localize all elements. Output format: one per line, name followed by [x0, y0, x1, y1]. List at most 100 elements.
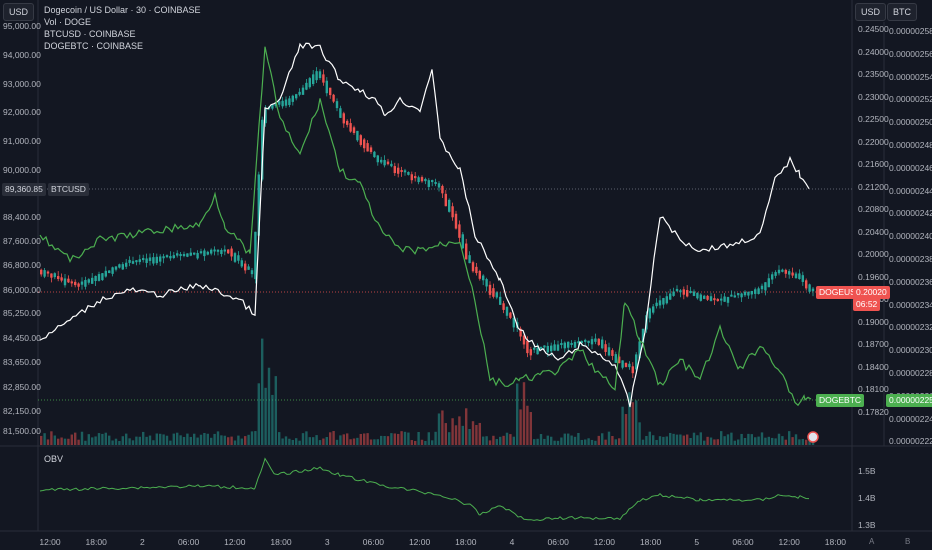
- candle-body: [696, 292, 699, 299]
- legend-btcusd[interactable]: BTCUSD · COINBASE: [44, 29, 136, 39]
- candle-body: [764, 282, 767, 291]
- candle-body: [648, 308, 651, 319]
- dogebtc-series-line: [39, 46, 812, 407]
- volume-bar: [393, 433, 396, 445]
- left-scale-unit-button[interactable]: USD: [3, 3, 35, 21]
- candle-body: [791, 272, 794, 276]
- candle-body: [155, 256, 158, 264]
- volume-bar: [737, 439, 740, 445]
- candle-body: [492, 288, 495, 297]
- volume-bar: [781, 436, 784, 445]
- volume-bar: [519, 409, 522, 445]
- candle-body: [621, 360, 624, 368]
- legend-volume[interactable]: Vol · DOGE: [44, 17, 92, 27]
- volume-bar: [227, 437, 230, 445]
- candle-body: [376, 155, 379, 163]
- volume-bar: [635, 400, 638, 445]
- volume-bar: [777, 433, 781, 445]
- right-scale-usd-button[interactable]: USD: [855, 3, 887, 21]
- volume-bar: [757, 436, 760, 445]
- volume-bar: [121, 436, 124, 445]
- volume-bar: [390, 433, 393, 445]
- candle-body: [743, 291, 747, 296]
- volume-bar: [383, 435, 386, 445]
- candle-body: [771, 274, 774, 280]
- volume-bar: [461, 425, 464, 445]
- candle-body: [811, 288, 815, 292]
- volume-bar: [716, 439, 719, 445]
- candle-body: [607, 347, 611, 356]
- candle-body: [230, 248, 233, 257]
- volume-bar: [692, 432, 696, 445]
- time-axis-label: 12:00: [593, 537, 616, 547]
- candle-body: [699, 294, 702, 301]
- volume-bar: [437, 413, 441, 445]
- candle-body: [94, 275, 97, 282]
- obv-axis-label: 1.3B: [858, 520, 876, 530]
- volume-bar: [148, 435, 152, 445]
- dogebtc-price-tag: 0.00000225: [886, 394, 932, 407]
- volume-bar: [128, 438, 131, 445]
- right-scale-btc-button[interactable]: BTC: [887, 3, 917, 21]
- volume-bar: [720, 431, 723, 445]
- right-axis-usd-label: 0.20800: [858, 204, 889, 214]
- candle-body: [703, 295, 706, 299]
- volume-bar: [543, 438, 546, 445]
- volume-bar: [301, 433, 305, 445]
- candle-body: [148, 257, 152, 261]
- candle-body: [67, 278, 70, 283]
- candle-body: [315, 71, 318, 81]
- volume-bar: [448, 432, 451, 445]
- volume-bar: [291, 439, 294, 445]
- candle-body: [346, 120, 349, 125]
- volume-bar: [332, 431, 335, 445]
- right-axis-btc-label: 0.00000230: [889, 345, 932, 356]
- volume-bar: [611, 435, 614, 445]
- volume-bar: [101, 433, 104, 445]
- candle-body: [162, 256, 165, 259]
- volume-bar: [325, 437, 328, 445]
- candle-body: [53, 273, 56, 278]
- right-axis-btc-label: 0.00000254: [889, 71, 932, 82]
- candle-body: [121, 264, 124, 270]
- log-scale-button[interactable]: B: [905, 537, 911, 546]
- volume-bar: [509, 434, 512, 445]
- volume-bar: [587, 438, 590, 445]
- doge-label-tag: DOGEUSD: [816, 286, 865, 299]
- volume-bar: [665, 436, 668, 445]
- volume-bar: [114, 438, 118, 445]
- candle-body: [512, 317, 515, 328]
- candle-body: [179, 254, 182, 257]
- volume-bar: [87, 434, 90, 445]
- time-axis-label: 12:00: [408, 537, 431, 547]
- candle-body: [386, 161, 390, 165]
- volume-bar: [420, 439, 424, 445]
- legend-main-symbol[interactable]: Dogecoin / US Dollar · 30 · COINBASE: [44, 5, 201, 15]
- volume-bar: [43, 433, 46, 445]
- legend-dogebtc[interactable]: DOGEBTC · COINBASE: [44, 41, 144, 51]
- volume-bar: [308, 437, 311, 445]
- right-axis-usd-label: 0.20400: [858, 226, 889, 237]
- volume-bar: [203, 432, 206, 445]
- left-axis-label: 88,400.00: [3, 212, 41, 222]
- candle-body: [556, 344, 560, 351]
- volume-bar: [369, 439, 373, 445]
- volume-bar: [764, 437, 767, 445]
- auto-scale-button[interactable]: A: [869, 537, 875, 546]
- candle-body: [658, 300, 662, 306]
- obv-legend[interactable]: OBV: [44, 454, 64, 464]
- time-axis-label: 18:00: [270, 537, 292, 547]
- candle-body: [777, 269, 781, 274]
- volume-bar: [267, 367, 271, 445]
- volume-bar: [597, 435, 600, 445]
- candle-body: [471, 262, 475, 272]
- volume-bar: [111, 440, 114, 445]
- candle-body: [604, 344, 607, 352]
- volume-bar: [645, 436, 648, 445]
- candle-body: [781, 269, 784, 272]
- volume-bar: [454, 425, 458, 445]
- candle-body: [145, 258, 148, 263]
- volume-bar: [539, 434, 543, 445]
- candle-body: [427, 180, 430, 187]
